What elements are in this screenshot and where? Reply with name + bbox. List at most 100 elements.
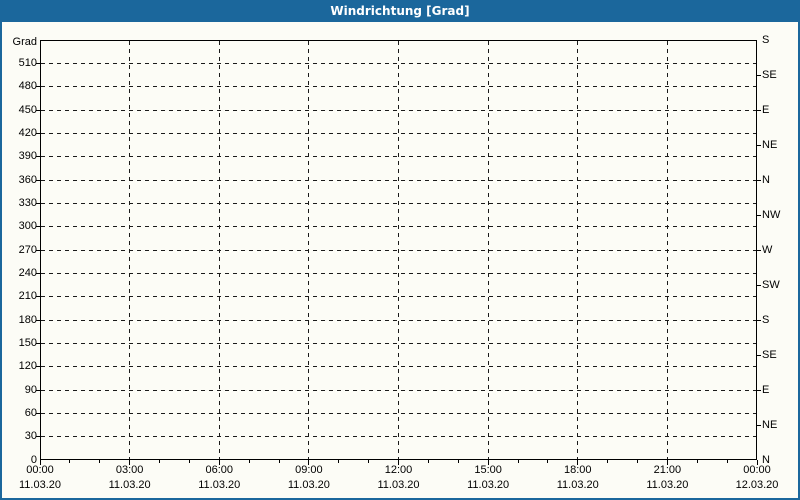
y-axis-tick: [36, 436, 40, 438]
y-axis-tick: [36, 226, 40, 228]
x-axis-date-label: 11.03.20: [467, 479, 510, 491]
y-axis-tick: [36, 179, 40, 181]
v-gridline: [577, 41, 579, 459]
x-axis-date-label: 11.03.20: [377, 479, 420, 491]
x-axis-minor-tick: [368, 460, 370, 463]
x-axis-major-tick: [129, 460, 131, 465]
y-axis-tick-label: 0: [30, 453, 37, 466]
x-axis-minor-tick: [427, 460, 429, 463]
x-axis-major-tick: [39, 460, 41, 465]
x-axis-minor-tick: [547, 460, 549, 463]
y-axis-tick: [36, 319, 40, 321]
y-axis-tick-label: 150: [18, 336, 37, 349]
compass-tick-label: E: [762, 383, 770, 396]
x-axis-date-label: 11.03.20: [287, 479, 330, 491]
right-axis-tick: [757, 144, 761, 146]
x-axis-major-tick: [666, 460, 668, 465]
x-axis-date-label: 11.03.20: [646, 479, 689, 491]
y-axis-tick-label: 480: [18, 80, 37, 93]
right-axis-tick: [757, 354, 761, 356]
chart-title: Windrichtung [Grad]: [330, 4, 470, 18]
y-axis-tick: [36, 389, 40, 391]
y-axis-tick-label: 360: [18, 173, 37, 186]
right-axis-tick: [757, 424, 761, 426]
y-axis-tick-label: 510: [18, 56, 37, 69]
y-axis-tick: [36, 342, 40, 344]
compass-tick-label: N: [762, 453, 770, 466]
x-axis-minor-tick: [338, 460, 340, 463]
x-axis-time-label: 00:00: [26, 464, 54, 476]
right-axis-tick: [757, 389, 761, 391]
x-axis-minor-tick: [696, 460, 698, 463]
right-axis-tick: [757, 179, 761, 181]
y-axis-tick: [36, 249, 40, 251]
x-axis-time-label: 06:00: [205, 464, 234, 476]
y-axis-tick: [36, 109, 40, 111]
x-axis-major-tick: [487, 460, 489, 465]
y-axis-tick: [36, 366, 40, 368]
x-axis-date-label: 11.03.20: [108, 479, 151, 491]
y-axis-tick: [36, 202, 40, 204]
x-axis-minor-tick: [69, 460, 71, 463]
x-axis-minor-tick: [457, 460, 459, 463]
compass-tick-label: NE: [762, 418, 778, 431]
x-axis-major-tick: [577, 460, 579, 465]
x-axis-time-label: 18:00: [563, 464, 592, 476]
y-axis-tick: [36, 62, 40, 64]
x-axis-time-label: 21:00: [653, 464, 682, 476]
y-axis-tick-label: 90: [24, 383, 37, 396]
v-gridline: [398, 41, 399, 459]
x-axis-date-label: 11.03.20: [198, 479, 241, 491]
x-axis-minor-tick: [188, 460, 190, 463]
y-axis-tick: [36, 272, 40, 274]
window-border-right: [798, 22, 800, 500]
right-axis-tick: [757, 74, 761, 76]
x-axis-time-label: 00:00: [743, 464, 771, 476]
y-axis-tick-label: 270: [18, 243, 37, 256]
right-axis-tick: [757, 109, 761, 111]
y-axis-tick: [36, 296, 40, 298]
v-gridline: [129, 41, 131, 459]
x-axis-minor-tick: [607, 460, 609, 463]
x-axis-minor-tick: [278, 460, 280, 463]
y-axis-tick: [36, 156, 40, 158]
v-gridline: [487, 41, 489, 459]
right-axis-tick: [757, 284, 761, 286]
compass-tick-label: W: [762, 243, 773, 256]
y-axis-tick-label: 420: [18, 126, 37, 139]
x-axis-minor-tick: [159, 460, 160, 463]
x-axis-date-label: 11.03.20: [18, 479, 61, 491]
x-axis-time-label: 03:00: [115, 464, 144, 476]
y-axis-tick-label: 330: [18, 196, 37, 209]
y-axis-tick-label: 180: [18, 313, 37, 326]
x-axis-time-label: 09:00: [295, 464, 323, 476]
compass-tick-label: SE: [762, 68, 777, 81]
y-axis-tick-label: 210: [18, 290, 37, 303]
right-axis-tick: [757, 249, 761, 251]
v-gridline: [218, 41, 220, 459]
x-axis-minor-tick: [99, 460, 101, 463]
y-axis-tick: [36, 86, 40, 88]
x-axis-major-tick: [218, 460, 220, 465]
title-bar: Windrichtung [Grad]: [0, 0, 800, 22]
y-axis-tick: [36, 132, 40, 134]
x-axis-major-tick: [398, 460, 399, 465]
compass-tick-label: E: [762, 103, 770, 116]
compass-tick-label: NE: [762, 138, 778, 151]
compass-tick-label: SW: [762, 278, 780, 291]
y-axis-tick-label: 60: [24, 406, 37, 419]
x-axis-minor-tick: [637, 460, 638, 463]
window-border-left: [0, 22, 2, 500]
window-border-bottom: [0, 498, 800, 500]
y-axis-tick-label: 240: [18, 266, 37, 279]
x-axis-major-tick: [308, 460, 310, 465]
y-axis-tick-label: 120: [18, 360, 37, 373]
x-axis-major-tick: [756, 460, 758, 465]
x-axis-minor-tick: [517, 460, 519, 463]
x-axis-time-label: 12:00: [384, 464, 413, 476]
compass-tick-label: NW: [762, 208, 781, 221]
y-axis-tick: [36, 412, 40, 414]
y-axis-tick-label: 30: [24, 430, 37, 443]
y-axis-tick-label: 300: [18, 220, 37, 233]
